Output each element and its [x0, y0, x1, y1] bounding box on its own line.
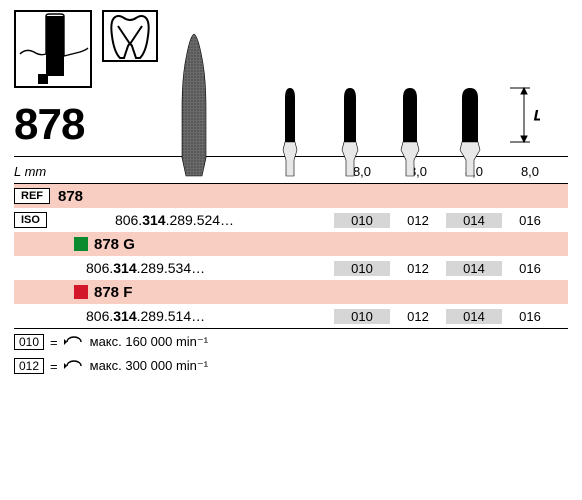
application-icon-a: [14, 10, 92, 88]
rotation-icon: [64, 335, 84, 349]
variant-row-g: 878 G: [14, 232, 568, 256]
iso-row-1: 806.314.289.534… 010 012 014 016: [14, 256, 568, 280]
size-cell: 010: [334, 261, 390, 276]
speed-note-0: 010 = макс. 160 000 min⁻¹: [14, 331, 568, 353]
size-cell: 016: [502, 309, 558, 324]
application-icon-b: [102, 10, 158, 62]
size-cell: 012: [390, 309, 446, 324]
length-label: L mm: [14, 164, 59, 179]
length-marker-label: L: [534, 107, 540, 123]
speed-note-1: 012 = макс. 300 000 min⁻¹: [14, 355, 568, 377]
size-cell: 012: [390, 261, 446, 276]
size-cell: 012: [390, 213, 446, 228]
iso-code-2: 806.314.289.514…: [86, 308, 205, 324]
speed-text-0: макс. 160 000 min⁻¹: [90, 334, 208, 350]
speed-text-1: макс. 300 000 min⁻¹: [90, 358, 208, 374]
bur-illustrations: L: [160, 28, 540, 178]
variant-name-g: 878 G: [94, 236, 135, 253]
ref-row: REF 878: [14, 184, 568, 208]
iso-row-0: ISO 806.314.289.524… 010 012 014 016: [14, 208, 568, 232]
size-cell: 014: [446, 261, 502, 276]
size-cell: 016: [502, 213, 558, 228]
equals: =: [50, 359, 58, 374]
size-cell: 014: [446, 309, 502, 324]
speed-size-1: 012: [14, 358, 44, 374]
ref-label-box: REF: [14, 188, 50, 204]
speed-size-0: 010: [14, 334, 44, 350]
iso-code-0: 806.314.289.524…: [115, 212, 234, 228]
iso-row-2: 806.314.289.514… 010 012 014 016: [14, 304, 568, 328]
variant-name-f: 878 F: [94, 284, 132, 301]
iso-label-box: ISO: [14, 212, 47, 228]
variant-color-f: [74, 285, 88, 299]
ref-value: 878: [58, 188, 83, 205]
size-cell: 016: [502, 261, 558, 276]
size-cell: 010: [334, 213, 390, 228]
iso-code-1: 806.314.289.534…: [86, 260, 205, 276]
variant-color-g: [74, 237, 88, 251]
size-cell: 014: [446, 213, 502, 228]
size-cell: 010: [334, 309, 390, 324]
equals: =: [50, 335, 58, 350]
variant-row-f: 878 F: [14, 280, 568, 304]
rotation-icon: [64, 359, 84, 373]
